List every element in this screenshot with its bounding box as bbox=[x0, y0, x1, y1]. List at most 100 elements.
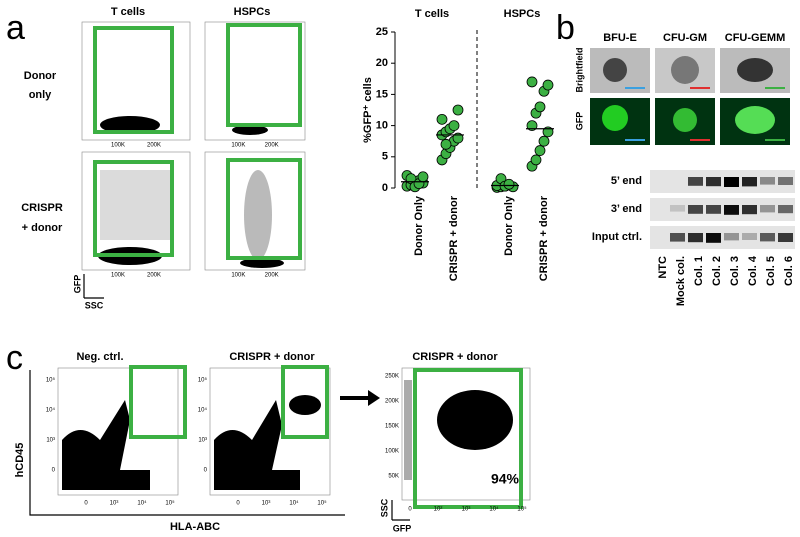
x-tick-label: 10⁴ bbox=[489, 506, 499, 513]
axis-label: SSC bbox=[85, 300, 104, 310]
column-title: HSPCs bbox=[234, 6, 271, 18]
y-tick-label: 150K bbox=[385, 424, 399, 430]
data-point bbox=[440, 138, 452, 150]
lane-label: NTC bbox=[657, 256, 669, 279]
column-title: BFU-E bbox=[603, 32, 637, 44]
colony-images bbox=[590, 48, 790, 145]
row-label: Brightfield bbox=[574, 48, 584, 93]
column-title: T cells bbox=[111, 6, 145, 18]
x-tick-label: 10³ bbox=[462, 507, 471, 513]
gel-band bbox=[724, 177, 739, 187]
y-tick-label: 10³ bbox=[46, 438, 55, 444]
gel-band bbox=[760, 233, 775, 242]
y-tick-label: 15 bbox=[376, 88, 388, 100]
x-tick-label: 10⁵ bbox=[517, 506, 527, 513]
gate bbox=[413, 368, 523, 509]
group-title: T cells bbox=[415, 8, 449, 20]
x-tick-label: 10³ bbox=[262, 501, 271, 507]
gel-band bbox=[724, 205, 739, 215]
y-tick-label: 0 bbox=[52, 468, 56, 474]
gel-band bbox=[778, 177, 793, 185]
gel-strip bbox=[650, 170, 795, 193]
data-point bbox=[503, 178, 515, 190]
y-tick-label: 0 bbox=[204, 468, 208, 474]
data-point bbox=[526, 76, 538, 88]
gate bbox=[93, 160, 174, 257]
panel-label: b bbox=[556, 9, 575, 47]
plot-title: CRISPR + donor bbox=[412, 351, 498, 363]
panel-label: c bbox=[6, 339, 23, 377]
x-tick-label: 0 bbox=[408, 507, 412, 513]
x-tick-label: 10⁵ bbox=[165, 500, 175, 507]
tick-label: 100K bbox=[111, 143, 125, 149]
gel-band bbox=[778, 233, 793, 242]
colony bbox=[603, 58, 627, 82]
gel-band bbox=[706, 233, 721, 243]
gel-band bbox=[688, 205, 703, 214]
gate bbox=[226, 158, 302, 260]
column-title: CFU-GEMM bbox=[725, 32, 786, 44]
cell-population bbox=[289, 395, 321, 415]
data-point bbox=[542, 126, 554, 138]
gate-percent: 94% bbox=[491, 471, 520, 487]
group-title: HSPCs bbox=[504, 8, 541, 20]
data-point bbox=[526, 120, 538, 131]
axis-arrows bbox=[391, 500, 410, 521]
y-tick-label: 10⁴ bbox=[198, 407, 208, 414]
row-label: GFP bbox=[574, 112, 584, 131]
gel-band bbox=[670, 233, 685, 242]
data-point bbox=[452, 104, 464, 116]
y-tick-label: 5 bbox=[382, 151, 388, 163]
data-point bbox=[448, 120, 460, 131]
lane-label: Col. 6 bbox=[783, 256, 795, 286]
data-point bbox=[534, 101, 546, 113]
tick-label: 200K bbox=[265, 143, 279, 149]
axis-label: GFP bbox=[72, 275, 82, 294]
cell-population bbox=[240, 258, 284, 268]
plot-title: CRISPR + donor bbox=[229, 351, 315, 363]
colony bbox=[673, 108, 697, 132]
gel-band bbox=[670, 205, 685, 212]
y-tick-label: 20 bbox=[376, 57, 388, 69]
data-point bbox=[436, 113, 448, 125]
y-tick-label: 10 bbox=[376, 120, 388, 132]
gel-strip bbox=[650, 226, 795, 249]
tick-label: 100K bbox=[231, 143, 245, 149]
y-tick-label: 10³ bbox=[198, 438, 207, 444]
gel bbox=[650, 170, 795, 249]
lane-label: Col. 4 bbox=[747, 255, 759, 286]
arrowhead bbox=[368, 390, 380, 406]
cell-scatter bbox=[244, 170, 272, 260]
y-tick-label: 50K bbox=[388, 474, 399, 480]
data-point bbox=[417, 171, 429, 183]
plot-title: Neg. ctrl. bbox=[76, 351, 123, 363]
gel-strip bbox=[650, 198, 795, 221]
cell-population bbox=[100, 116, 160, 134]
gel-band bbox=[688, 177, 703, 186]
cell-population bbox=[232, 125, 268, 135]
gel-band bbox=[778, 205, 793, 214]
data-point bbox=[538, 135, 550, 147]
tick-label: 200K bbox=[265, 273, 279, 279]
x-tick-label: 10² bbox=[434, 507, 443, 513]
x-tick-label: CRISPR + donor bbox=[538, 195, 550, 281]
x-tick-label: 10⁴ bbox=[137, 500, 147, 507]
cell-scatter bbox=[100, 170, 170, 240]
gel-band bbox=[760, 205, 775, 213]
y-tick-label: 250K bbox=[385, 374, 399, 380]
plot-frame bbox=[204, 21, 306, 141]
data-point bbox=[534, 145, 546, 156]
axis-arrows bbox=[83, 274, 104, 299]
gel-band bbox=[724, 233, 739, 241]
gate bbox=[281, 365, 329, 439]
data-point bbox=[452, 132, 464, 144]
tick-label: 200K bbox=[147, 273, 161, 279]
axis-label: GFP bbox=[393, 523, 412, 533]
flow-plots-c bbox=[29, 365, 531, 521]
colony bbox=[602, 105, 628, 131]
gate bbox=[129, 365, 187, 439]
lane-label: Col. 5 bbox=[765, 256, 777, 286]
cell-scatter bbox=[404, 380, 412, 480]
x-tick-label: 10³ bbox=[110, 501, 119, 507]
